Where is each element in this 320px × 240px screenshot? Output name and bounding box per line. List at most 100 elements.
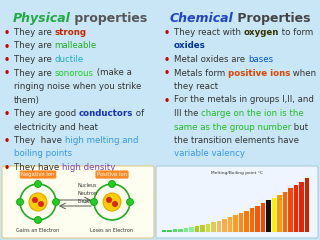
Text: They  have: They have (14, 136, 65, 145)
Bar (217, 221, 221, 232)
FancyBboxPatch shape (156, 166, 318, 238)
Text: •: • (4, 55, 10, 65)
Circle shape (108, 180, 116, 187)
Bar (222, 219, 227, 232)
Bar (195, 226, 199, 232)
Text: Neutron: Neutron (77, 191, 97, 196)
Text: They are: They are (14, 55, 55, 64)
Text: Gains an Electron: Gains an Electron (16, 228, 60, 233)
Text: when: when (290, 68, 316, 78)
Circle shape (29, 193, 47, 211)
Bar (293, 185, 298, 232)
Bar (233, 215, 238, 232)
Text: malleable: malleable (55, 42, 97, 50)
Bar (299, 181, 304, 232)
Text: They react with: They react with (174, 28, 244, 37)
Text: high melting and: high melting and (65, 136, 138, 145)
Text: Melting/Boiling point °C: Melting/Boiling point °C (211, 171, 263, 175)
Text: the transition elements have: the transition elements have (174, 136, 299, 145)
Bar (244, 211, 249, 232)
Text: They are: They are (14, 68, 55, 78)
Text: oxygen: oxygen (244, 28, 279, 37)
Bar (173, 229, 178, 232)
Text: Chemical: Chemical (169, 12, 233, 25)
Text: Properties: Properties (233, 12, 311, 25)
Bar (211, 222, 216, 232)
Circle shape (91, 198, 98, 205)
Bar (162, 230, 166, 232)
Text: III the: III the (174, 109, 201, 118)
Text: Negative Ion: Negative Ion (21, 172, 55, 177)
Bar (228, 217, 232, 232)
Bar (179, 229, 183, 232)
Circle shape (17, 198, 23, 205)
Circle shape (126, 198, 133, 205)
Text: high density: high density (62, 163, 116, 172)
Bar (277, 195, 282, 232)
Text: ringing noise when you strike: ringing noise when you strike (14, 82, 141, 91)
Bar (250, 208, 254, 232)
Text: •: • (164, 96, 170, 106)
Text: (make a: (make a (94, 68, 132, 78)
Text: •: • (4, 28, 10, 38)
Bar (189, 227, 194, 232)
Text: Metal oxides are: Metal oxides are (174, 55, 248, 64)
Text: Metals form: Metals form (174, 68, 228, 78)
Bar (200, 225, 205, 232)
Text: electricity and heat: electricity and heat (14, 122, 98, 132)
Bar (283, 192, 287, 232)
Bar (266, 200, 271, 232)
Bar (261, 203, 265, 232)
Bar (184, 228, 188, 232)
Text: of: of (133, 109, 144, 118)
Text: They are: They are (14, 42, 55, 50)
Text: bases: bases (248, 55, 273, 64)
Circle shape (52, 198, 60, 205)
Text: sonorous: sonorous (55, 68, 94, 78)
Text: •: • (4, 136, 10, 146)
Text: ductile: ductile (55, 55, 84, 64)
Text: to form: to form (279, 28, 313, 37)
FancyBboxPatch shape (2, 166, 154, 238)
Bar (206, 224, 210, 232)
Text: For the metals in groups I,II, and: For the metals in groups I,II, and (174, 96, 314, 104)
Text: •: • (164, 68, 170, 78)
Text: them): them) (14, 96, 40, 104)
Text: Physical: Physical (12, 12, 70, 25)
Circle shape (106, 197, 112, 203)
Bar (288, 188, 292, 232)
Circle shape (103, 193, 121, 211)
Text: They have: They have (14, 163, 62, 172)
Circle shape (38, 201, 44, 207)
Text: •: • (164, 55, 170, 65)
Circle shape (32, 197, 38, 203)
Bar (305, 178, 309, 232)
Text: they react: they react (174, 82, 218, 91)
Text: conductors: conductors (79, 109, 133, 118)
Text: •: • (4, 68, 10, 78)
Text: •: • (164, 28, 170, 38)
Text: •: • (4, 109, 10, 119)
Text: charge on the ion is the: charge on the ion is the (201, 109, 304, 118)
Text: strong: strong (55, 28, 87, 37)
Circle shape (35, 216, 42, 223)
Text: positive ions: positive ions (228, 68, 290, 78)
Text: Nucleus: Nucleus (77, 183, 97, 188)
Text: Positive Ion: Positive Ion (97, 172, 127, 177)
Bar (272, 198, 276, 232)
Circle shape (35, 180, 42, 187)
Circle shape (112, 201, 118, 207)
Text: They are: They are (14, 28, 55, 37)
Bar (255, 206, 260, 232)
Text: They are good: They are good (14, 109, 79, 118)
Text: oxides: oxides (174, 42, 206, 50)
Text: boiling points: boiling points (14, 150, 72, 158)
Text: variable valency: variable valency (174, 150, 245, 158)
Text: properties: properties (70, 12, 148, 25)
Text: same as the group number: same as the group number (174, 122, 291, 132)
Text: but: but (291, 122, 308, 132)
Text: •: • (4, 163, 10, 173)
Text: Electron: Electron (77, 199, 97, 204)
Text: Loses an Electron: Loses an Electron (91, 228, 133, 233)
Text: •: • (4, 42, 10, 52)
